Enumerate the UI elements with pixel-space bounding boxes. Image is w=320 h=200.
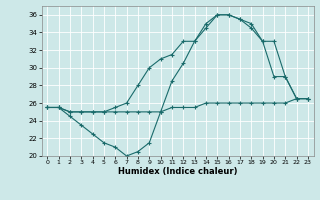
X-axis label: Humidex (Indice chaleur): Humidex (Indice chaleur) bbox=[118, 167, 237, 176]
